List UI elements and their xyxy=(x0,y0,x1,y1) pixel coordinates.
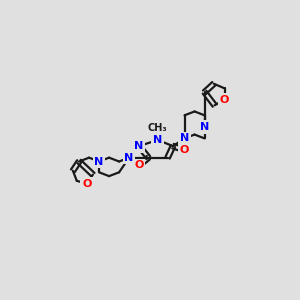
Text: O: O xyxy=(220,95,229,105)
Text: N: N xyxy=(200,122,209,132)
Text: N: N xyxy=(124,153,134,163)
Text: N: N xyxy=(134,141,144,151)
Text: N: N xyxy=(180,134,189,143)
Text: N: N xyxy=(153,135,162,145)
Text: O: O xyxy=(82,179,92,189)
Text: O: O xyxy=(134,160,144,170)
Text: O: O xyxy=(180,145,189,155)
Text: CH₃: CH₃ xyxy=(148,123,167,134)
Text: N: N xyxy=(94,157,104,166)
